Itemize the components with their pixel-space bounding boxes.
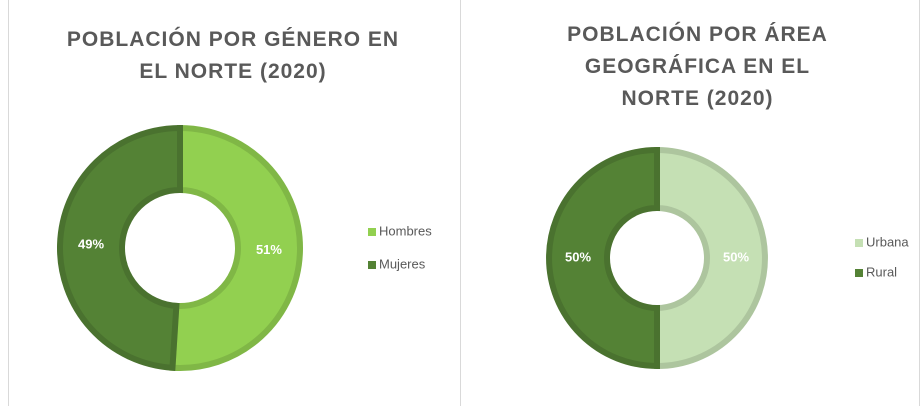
data-label: 49% [78, 237, 104, 252]
donut-segment [57, 124, 183, 371]
legend-label: Urbana [866, 234, 909, 249]
data-label: 50% [723, 249, 749, 264]
chart-title: POBLACIÓN POR GÉNERO EN EL NORTE (2020) [66, 28, 400, 83]
legend-label: Mujeres [379, 256, 426, 271]
legend-swatch [855, 269, 863, 277]
data-label: 51% [256, 242, 282, 257]
donut-segment [169, 124, 303, 371]
chart-title: POBLACIÓN POR ÁREA GEOGRÁFICA EN EL NORT… [567, 23, 828, 110]
data-label: 50% [565, 249, 591, 264]
legend-swatch [855, 239, 863, 247]
legend-swatch [368, 261, 376, 269]
donut-segment [654, 146, 768, 370]
legend-label: Hombres [379, 223, 432, 238]
donut-segment [546, 146, 660, 370]
chart-panel [8, 0, 461, 406]
legend-swatch [368, 228, 376, 236]
legend-label: Rural [866, 264, 897, 279]
